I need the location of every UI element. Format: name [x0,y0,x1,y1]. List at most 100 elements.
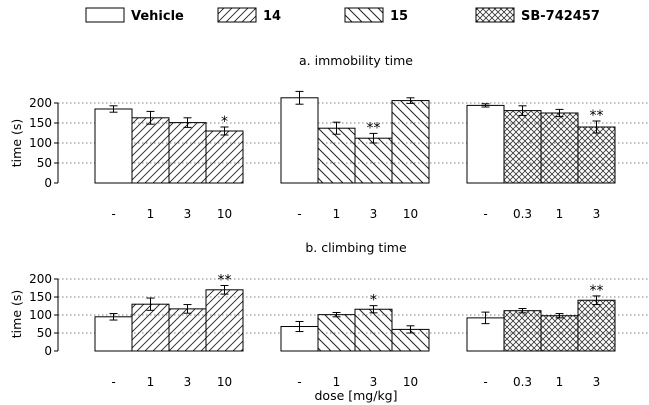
x-tick-label: 1 [333,207,341,221]
x-tick-label: 1 [556,207,564,221]
bar [94,108,133,184]
legend-label-15: 15 [390,9,408,24]
bar [540,315,579,352]
significance-marker: * [370,293,377,309]
bar [205,289,244,352]
bar [540,112,579,184]
error-bar [555,108,564,118]
error-bar [146,110,155,125]
x-tick-label: 1 [147,207,155,221]
bar [354,308,393,352]
x-tick-label: 10 [403,375,418,389]
x-tick-label: - [297,375,301,389]
x-tick-label: - [111,207,115,221]
error-bar [295,320,304,333]
x-tick-label: 3 [370,207,378,221]
error-bar [555,313,564,319]
bar [168,122,207,184]
bar-group-14: - 1 3 * 10 [94,105,244,221]
error-bar [295,90,304,105]
bar [94,316,133,352]
legend-label-vehicle: Vehicle [131,9,184,24]
x-tick-label: 3 [184,207,192,221]
bar [354,137,393,184]
panel-b-title: b. climbing time [305,240,407,255]
error-bar [369,305,378,314]
bar-group-15: - 1 * 3 10 [280,293,430,389]
legend: Vehicle 14 15 SB-742457 [85,7,600,24]
significance-marker: ** [590,283,604,299]
legend-item-15: 15 [344,7,408,24]
bar [205,130,244,184]
bar-group-sb742457: - 0.3 1 ** 3 [466,283,616,389]
y-tick-label: 0 [44,176,52,190]
x-tick-label: 10 [217,207,232,221]
legend-item-vehicle: Vehicle [85,7,184,24]
y-tick-label: 100 [29,136,52,150]
error-bar [109,105,118,113]
x-tick-label: 3 [184,375,192,389]
x-tick-label: 10 [217,375,232,389]
error-bar [183,117,192,128]
bar [466,104,505,184]
error-bar [146,297,155,311]
legend-swatch-15 [344,7,384,23]
error-bar [481,311,490,325]
error-bar [592,120,601,134]
panel-a-ylabel: time (s) [9,119,24,167]
x-tick-label: - [111,375,115,389]
significance-marker: ** [367,120,381,136]
legend-label-14: 14 [263,9,281,24]
bar [577,299,616,352]
panel-b-ylabel: time (s) [9,290,24,338]
x-tick-label: 3 [593,207,601,221]
x-tick-label: 1 [556,375,564,389]
panel-b-plot: 0 50 100 150 200 - 1 3 ** 10 - 1 * 3 10 - 0.3 1 ** 3 [29,272,649,389]
bar [577,126,616,184]
y-tick-label: 100 [29,308,52,322]
error-bar [518,308,527,314]
error-bar [406,97,415,104]
y-tick-label: 150 [29,290,52,304]
legend-item-sb742457: SB-742457 [475,7,600,24]
y-tick-label: 200 [29,96,52,110]
error-bar [220,126,229,136]
x-tick-label: - [297,207,301,221]
x-tick-label: 1 [147,375,155,389]
bar [317,127,356,184]
bar [131,303,170,352]
bar-group-15: - 1 ** 3 10 [280,90,430,221]
legend-item-14: 14 [217,7,281,24]
error-bar [592,295,601,306]
y-tick-label: 50 [37,326,52,340]
error-bar [332,311,341,318]
error-bar [369,132,378,144]
error-bar [518,105,527,116]
error-bar [220,284,229,295]
x-tick-label: - [483,375,487,389]
legend-label-sb742457: SB-742457 [521,9,600,24]
x-tick-label: 1 [333,375,341,389]
y-tick-label: 200 [29,272,52,286]
y-tick-label: 0 [44,344,52,358]
error-bar [109,313,118,321]
x-tick-label: 3 [593,375,601,389]
x-tick-label: - [483,207,487,221]
error-bar [332,121,341,135]
bar [317,314,356,352]
bar [503,310,542,352]
significance-marker: ** [590,108,604,124]
x-tick-label: 3 [370,375,378,389]
bar-group-sb742457: - 0.3 1 ** 3 [466,103,616,221]
bar-group-14: - 1 3 ** 10 [94,272,244,389]
y-tick-label: 50 [37,156,52,170]
bar [168,308,207,352]
error-bar [406,325,415,334]
significance-marker: ** [218,272,232,288]
x-tick-label: 0.3 [513,375,532,389]
legend-swatch-vehicle [85,7,125,23]
x-axis-label: dose [mg/kg] [314,388,397,403]
x-tick-label: 0.3 [513,207,532,221]
significance-marker: * [221,114,228,130]
